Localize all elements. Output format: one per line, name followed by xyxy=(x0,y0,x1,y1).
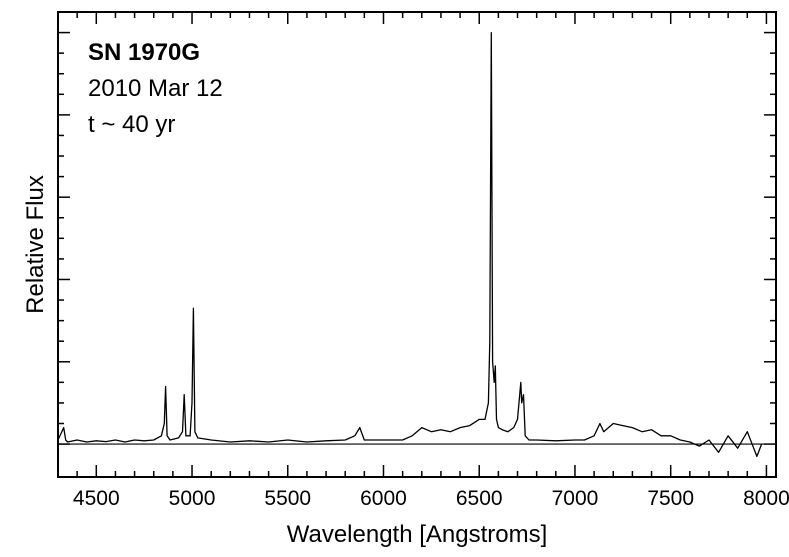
x-tick-label: 6500 xyxy=(456,487,503,510)
annotation-date: 2010 Mar 12 xyxy=(88,75,223,102)
x-tick-label: 7500 xyxy=(647,487,694,510)
annotation-age: t ~ 40 yr xyxy=(88,111,175,138)
y-axis-label: Relative Flux xyxy=(22,175,49,314)
x-tick-label: 5500 xyxy=(264,487,311,510)
x-tick-label: 4500 xyxy=(73,487,120,510)
plot-frame xyxy=(57,11,777,478)
x-tick-labels: 4500 5000 5500 6000 6500 7000 7500 8000 xyxy=(73,487,789,510)
x-tick-label: 5000 xyxy=(169,487,216,510)
x-tick-label: 8000 xyxy=(743,487,789,510)
x-axis-label: Wavelength [Angstroms] xyxy=(287,521,548,548)
spectrum-line xyxy=(57,31,763,458)
spectrum-data xyxy=(57,31,766,458)
x-tick-label: 7000 xyxy=(552,487,599,510)
x-tick-label: 6000 xyxy=(360,487,407,510)
annotation-object-name: SN 1970G xyxy=(88,39,200,66)
